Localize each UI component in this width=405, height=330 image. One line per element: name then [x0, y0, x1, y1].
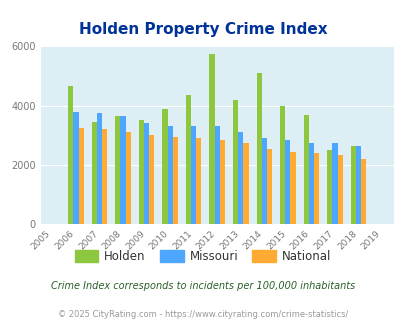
Text: Holden Property Crime Index: Holden Property Crime Index — [79, 22, 326, 37]
Bar — [219, 140, 224, 224]
Bar — [337, 154, 342, 224]
Bar — [360, 159, 365, 224]
Bar — [209, 53, 214, 224]
Bar — [243, 143, 248, 224]
Bar — [290, 152, 295, 224]
Legend: Holden, Missouri, National: Holden, Missouri, National — [70, 245, 335, 268]
Bar — [162, 109, 167, 224]
Bar — [232, 100, 238, 224]
Bar — [120, 116, 125, 224]
Bar — [191, 126, 196, 224]
Bar — [350, 146, 355, 224]
Bar — [68, 86, 73, 224]
Bar — [303, 115, 308, 224]
Bar — [256, 73, 261, 224]
Bar — [279, 106, 285, 224]
Text: © 2025 CityRating.com - https://www.cityrating.com/crime-statistics/: © 2025 CityRating.com - https://www.city… — [58, 310, 347, 319]
Bar — [149, 135, 154, 224]
Bar — [285, 140, 290, 224]
Bar — [266, 148, 271, 224]
Bar — [332, 143, 337, 224]
Bar — [172, 137, 177, 224]
Bar — [355, 146, 360, 224]
Bar — [261, 138, 266, 224]
Bar — [326, 150, 332, 224]
Bar — [185, 95, 191, 224]
Bar — [102, 129, 107, 224]
Bar — [167, 126, 172, 224]
Bar — [144, 123, 149, 224]
Bar — [139, 120, 144, 224]
Bar — [313, 153, 318, 224]
Text: Crime Index corresponds to incidents per 100,000 inhabitants: Crime Index corresponds to incidents per… — [51, 281, 354, 291]
Bar — [214, 126, 219, 224]
Bar — [97, 113, 102, 224]
Bar — [92, 122, 97, 224]
Bar — [115, 116, 120, 224]
Bar — [78, 128, 83, 224]
Bar — [125, 132, 130, 224]
Bar — [238, 132, 243, 224]
Bar — [308, 143, 313, 224]
Bar — [73, 112, 78, 224]
Bar — [196, 138, 201, 224]
